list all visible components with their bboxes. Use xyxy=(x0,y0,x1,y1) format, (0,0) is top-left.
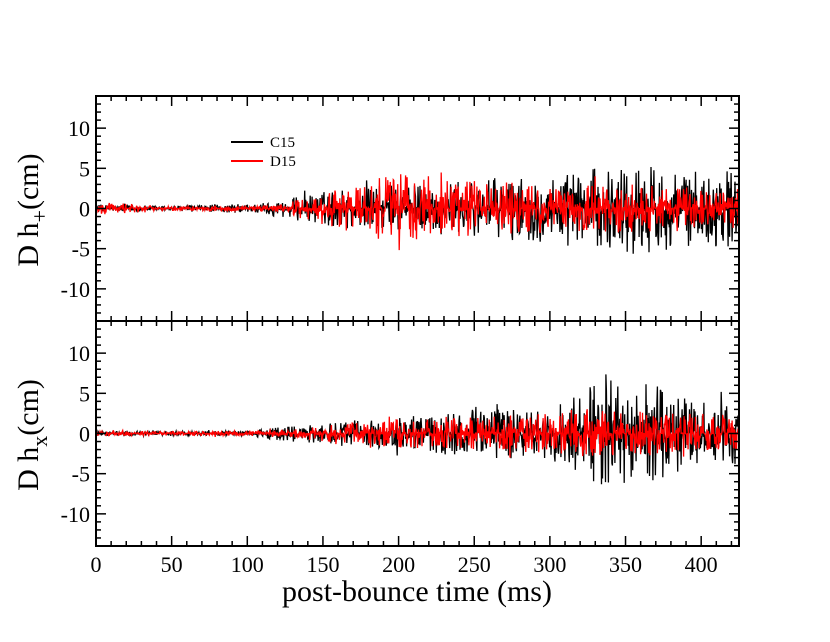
bottom-ytick-label: -10 xyxy=(61,502,90,527)
top-ylabel-main: D h xyxy=(12,222,45,266)
xtick-label: 0 xyxy=(91,552,102,577)
top-ylabel: D h+(cm) xyxy=(12,153,52,266)
top-ytick-label: 0 xyxy=(79,197,90,222)
bottom-ylabel: D hx(cm) xyxy=(12,379,52,491)
bottom-ylabel-unit: (cm) xyxy=(12,379,45,436)
top-ytick-label: -10 xyxy=(61,277,90,302)
xtick-label: 350 xyxy=(609,552,642,577)
bottom-ylabel-main: D h xyxy=(12,447,45,491)
legend: C15 D15 xyxy=(231,135,296,170)
top-ylabel-unit: (cm) xyxy=(12,153,45,210)
bottom-ylabel-subscript: x xyxy=(27,436,52,447)
bottom-series-d15 xyxy=(95,409,740,458)
xtick-label: 400 xyxy=(685,552,718,577)
xtick-label: 200 xyxy=(382,552,415,577)
top-ytick-label: 10 xyxy=(68,116,90,141)
bottom-ytick-label: 5 xyxy=(79,381,90,406)
x-axis-label: post-bounce time (ms) xyxy=(282,575,552,608)
xtick-label: 50 xyxy=(161,552,183,577)
legend-label-d15: D15 xyxy=(270,154,296,170)
xtick-label: 150 xyxy=(306,552,339,577)
top-ytick-label: -5 xyxy=(72,237,90,262)
top-ytick-label: 5 xyxy=(79,156,90,181)
top-series-d15 xyxy=(95,172,740,251)
bottom-x-ticks: 0 50 100 150 200 250 300 350 400 xyxy=(91,321,733,577)
top-y-ticks: 10 5 0 -5 -10 xyxy=(61,103,739,314)
bottom-ytick-label: -5 xyxy=(72,462,90,487)
xtick-label: 300 xyxy=(533,552,566,577)
bottom-y-ticks: 10 5 0 -5 -10 xyxy=(61,328,739,539)
top-series-group xyxy=(95,166,740,254)
legend-label-c15: C15 xyxy=(270,135,295,151)
bottom-ytick-label: 0 xyxy=(79,422,90,447)
top-panel: 10 5 0 -5 -10 D h+(cm) C15 D15 xyxy=(12,95,740,322)
bottom-series-group xyxy=(95,374,740,485)
top-ylabel-subscript: + xyxy=(27,210,52,222)
xtick-label: 250 xyxy=(458,552,491,577)
xtick-label: 100 xyxy=(231,552,264,577)
bottom-ytick-label: 10 xyxy=(68,341,90,366)
